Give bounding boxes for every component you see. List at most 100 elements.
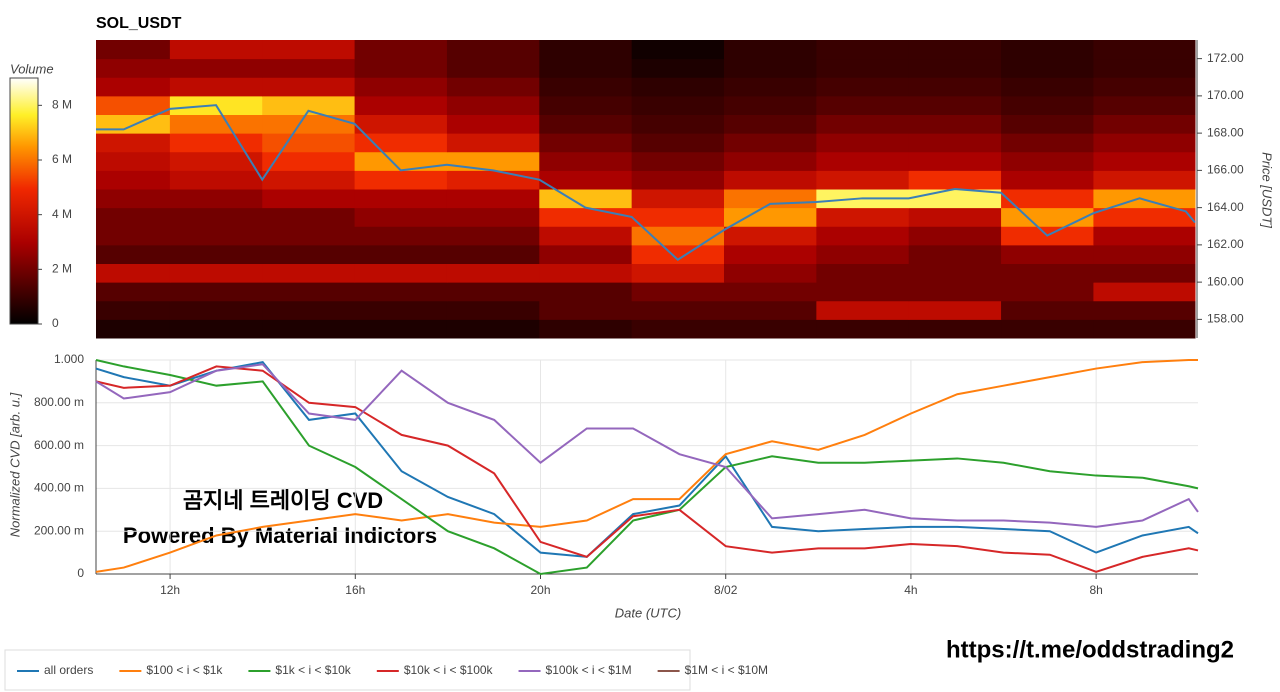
- heatmap-cell: [96, 282, 171, 302]
- heatmap-cell: [446, 114, 540, 134]
- heatmap-cell: [446, 263, 540, 283]
- legend-label: all orders: [44, 663, 93, 677]
- heatmap-cell: [1001, 95, 1094, 115]
- heatmap-cell: [96, 189, 171, 209]
- heatmap-cell: [724, 263, 817, 283]
- colorbar-tick-label: 0: [52, 316, 59, 330]
- heatmap-cell: [96, 133, 171, 153]
- heatmap-cell: [908, 58, 1002, 78]
- legend-label: $1M < i < $10M: [685, 663, 768, 677]
- heatmap-cell: [96, 151, 171, 171]
- heatmap-cell: [1093, 95, 1196, 115]
- y-tick-label: 400.00 m: [34, 481, 84, 495]
- plot-background: [96, 360, 1198, 574]
- heatmap-cell: [724, 170, 817, 190]
- cvd-line: [95, 359, 1198, 573]
- heatmap-cell: [262, 95, 356, 115]
- heatmap-cell: [816, 207, 910, 227]
- heatmap-cell: [908, 114, 1002, 134]
- heatmap-cell: [631, 170, 725, 190]
- heatmap-cell: [908, 319, 1002, 339]
- heatmap-cell: [446, 207, 540, 227]
- heatmap-cell: [724, 151, 817, 171]
- link: https://t.me/oddstrading2: [946, 636, 1234, 663]
- heatmap-cell: [1001, 170, 1094, 190]
- heatmap-cell: [816, 95, 910, 115]
- y-axis-title: Price [USDT]: [1260, 152, 1275, 228]
- heatmap-cell: [631, 114, 725, 134]
- heatmap-cell: [816, 151, 910, 171]
- heatmap-cell: [724, 282, 817, 302]
- heatmap-cell: [1001, 207, 1094, 227]
- heatmap-cell: [724, 77, 817, 97]
- heatmap-cell: [262, 226, 356, 246]
- heatmap-cell: [816, 319, 910, 339]
- heatmap-cell: [631, 40, 725, 60]
- watermark-title: 곰지네 트레이딩 CVD: [183, 488, 383, 513]
- heatmap-cell: [908, 300, 1002, 320]
- heatmap-cell: [169, 189, 263, 209]
- heatmap-cell: [631, 300, 725, 320]
- heatmap-cell: [539, 282, 633, 302]
- heatmap-cell: [169, 77, 263, 97]
- heatmap-cell: [908, 282, 1002, 302]
- y-tick-label: 200.00 m: [34, 523, 84, 537]
- heatmap-cell: [262, 244, 356, 264]
- x-tick-label: 8h: [1089, 583, 1102, 597]
- heatmap-cell: [1001, 133, 1094, 153]
- heatmap-cell: [631, 263, 725, 283]
- heatmap-cell: [1093, 226, 1196, 246]
- heatmap-cell: [446, 170, 540, 190]
- heatmap-cell: [169, 300, 263, 320]
- heatmap-cell: [96, 40, 171, 60]
- cvd-line: [95, 363, 1199, 528]
- heatmap-cell: [354, 319, 448, 339]
- heatmap-cell: [724, 95, 817, 115]
- heatmap-cell: [539, 319, 633, 339]
- heatmap-cell: [262, 77, 356, 97]
- heatmap-cell: [1093, 300, 1196, 320]
- heatmap-cell: [354, 244, 448, 264]
- x-tick-label: 8/02: [714, 583, 738, 597]
- heatmap-cell: [908, 151, 1002, 171]
- heatmap-cell: [169, 244, 263, 264]
- heatmap-cell: [816, 133, 910, 153]
- cvd-line: [95, 365, 1199, 573]
- heatmap-cell: [816, 282, 910, 302]
- heatmap-cell: [1093, 170, 1196, 190]
- heatmap-cell: [446, 300, 540, 320]
- heatmap-cell: [262, 151, 356, 171]
- heatmap-cell: [724, 40, 817, 60]
- legend-box: [4, 649, 691, 691]
- heatmap-cell: [1001, 263, 1094, 283]
- heatmap-cell: [169, 207, 263, 227]
- legend-label: $100 < i < $1k: [146, 663, 223, 677]
- heatmap-cell: [631, 95, 725, 115]
- heatmap-cell: [816, 40, 910, 60]
- watermark-subtitle: Powered By Material Indictors: [123, 523, 437, 548]
- heatmap-cell: [1093, 40, 1196, 60]
- heatmap-cell: [262, 40, 356, 60]
- heatmap-cell: [262, 114, 356, 134]
- x-axis-title: Date (UTC): [615, 605, 681, 620]
- heatmap-cell: [354, 282, 448, 302]
- heatmap-cell: [539, 226, 633, 246]
- heatmap-cell: [539, 170, 633, 190]
- heatmap-cell: [446, 151, 540, 171]
- colorbar-tick-label: 6 M: [52, 152, 72, 166]
- heatmap-cell: [631, 226, 725, 246]
- heatmap-cell: [169, 282, 263, 302]
- heatmap-cell: [631, 189, 725, 209]
- y-tick-label: 160.00: [1207, 274, 1244, 288]
- heatmap-cell: [539, 77, 633, 97]
- heatmap-cell: [908, 133, 1002, 153]
- heatmap-cell: [724, 58, 817, 78]
- heatmap-cell: [724, 300, 817, 320]
- heatmap-cell: [96, 77, 171, 97]
- heatmap-cell: [262, 189, 356, 209]
- heatmap-cell: [446, 40, 540, 60]
- heatmap-cell: [354, 170, 448, 190]
- colorbar-tick-label: 8 M: [52, 98, 72, 112]
- heatmap-cell: [816, 300, 910, 320]
